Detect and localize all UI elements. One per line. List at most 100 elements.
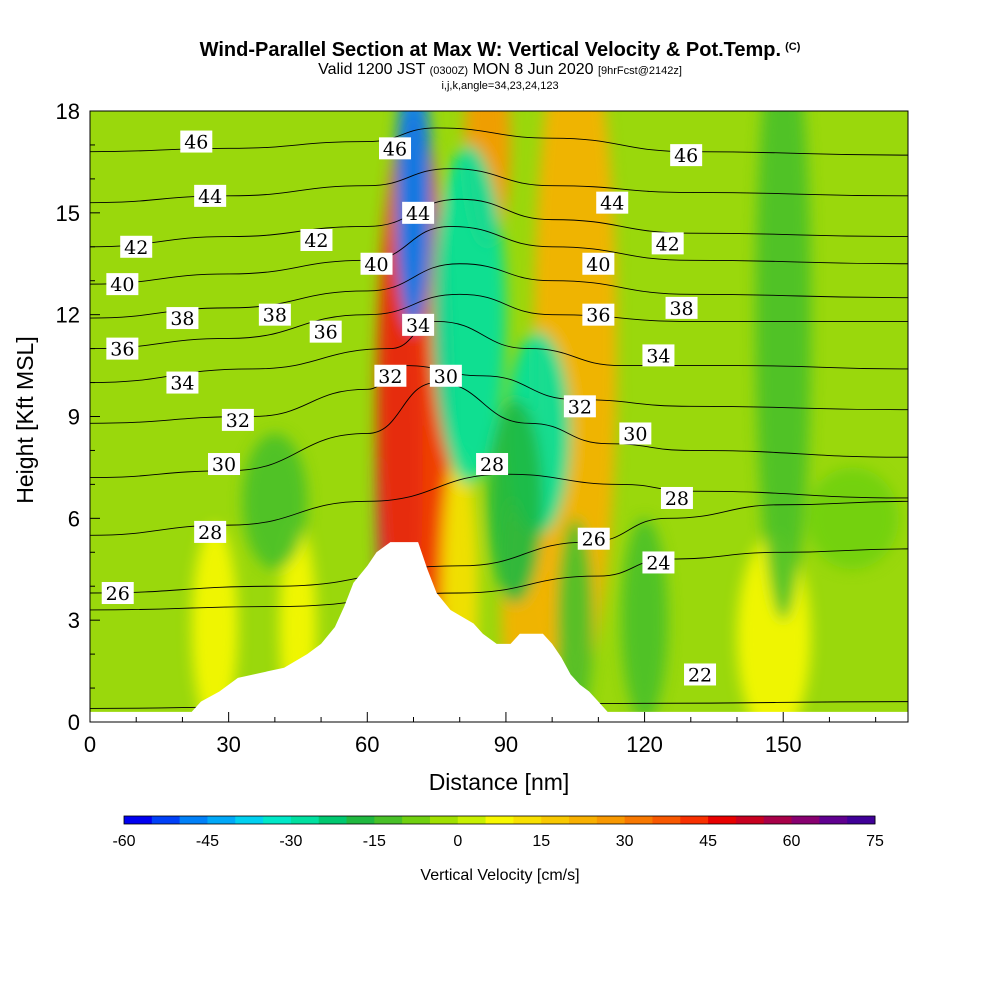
colorbar-swatch	[513, 816, 542, 824]
contour-label: 44	[406, 203, 430, 225]
contour-label-box	[166, 307, 199, 330]
colorbar-tick-label: 75	[866, 833, 884, 850]
velocity-cell	[621, 518, 668, 722]
chart-subtitle: Valid 1200 JST (0300Z) MON 8 Jun 2020 [9…	[318, 61, 682, 78]
contour-labels: 46 44 42 40 38 36 34 32 30 28 26 42 38 36 46 44 40 34 32 30…	[101, 130, 717, 686]
contour-label-box	[619, 422, 652, 445]
y-tick-label: 0	[68, 710, 80, 735]
contour-label-box	[120, 235, 153, 258]
x-tick-label: 60	[355, 732, 379, 757]
colorbar-swatch	[485, 816, 514, 824]
theta-contour-46	[90, 127, 908, 156]
colorbar-swatch	[847, 816, 876, 824]
velocity-cell	[755, 111, 811, 621]
x-tick-label: 150	[765, 732, 802, 757]
y-tick-label: 15	[56, 201, 80, 226]
colorbar-swatch	[429, 816, 459, 824]
y-tick-label: 6	[68, 506, 80, 531]
y-tick-label: 18	[56, 99, 80, 124]
contour-label: 28	[665, 488, 689, 510]
x-axis-title: Distance [nm]	[429, 769, 570, 795]
contour-label: 40	[586, 254, 610, 276]
colorbar-swatch	[763, 816, 793, 824]
contour-label-box	[106, 273, 139, 296]
contour-label-box	[563, 395, 596, 418]
x-axis-ticks: 0 30 60 90 120 150	[84, 712, 877, 757]
contour-label-box	[651, 232, 684, 255]
contour-label-box	[582, 252, 615, 275]
theta-contour-26	[90, 500, 908, 594]
contour-label-box	[194, 184, 227, 207]
contour-label: 46	[383, 138, 407, 160]
contour-label-box	[665, 296, 698, 319]
colorbar-swatch	[318, 816, 348, 824]
theta-contour-44	[90, 168, 908, 204]
velocity-cell	[806, 467, 899, 570]
contour-label-box	[402, 313, 435, 336]
colorbar-swatch	[624, 816, 653, 824]
contour-label-box	[221, 408, 254, 431]
chart-title-block: Wind-Parallel Section at Max W: Vertical…	[0, 36, 1000, 92]
contour-label-box	[642, 551, 675, 574]
contour-label: 40	[364, 254, 388, 276]
theta-contour-40	[90, 225, 908, 285]
contour-label: 24	[646, 552, 670, 574]
contour-label-box	[180, 130, 213, 153]
colorbar-tick-label: -60	[112, 833, 135, 850]
colorbar-tick-label: -15	[363, 833, 386, 850]
contour-label: 36	[110, 339, 134, 361]
colorbar-swatch	[346, 816, 375, 824]
contour-label: 38	[669, 298, 693, 320]
colorbar-tick-label: 0	[453, 833, 462, 850]
contour-label-box	[194, 520, 227, 543]
colorbar-swatch	[402, 816, 431, 824]
chart-params: i,j,k,angle=34,23,24,123	[441, 80, 559, 92]
contour-label-box	[577, 527, 610, 550]
colorbar-swatch	[290, 816, 320, 824]
contour-label: 30	[623, 423, 647, 445]
contour-label: 32	[378, 366, 402, 388]
contour-label: 32	[568, 396, 592, 418]
contour-label: 38	[263, 305, 287, 327]
theta-contour-24	[90, 548, 908, 611]
colorbar-tick-label: -45	[196, 833, 219, 850]
terrain-profile	[90, 542, 908, 722]
contour-label: 42	[656, 233, 680, 255]
contour-label: 36	[314, 322, 338, 344]
contour-label: 32	[226, 410, 250, 432]
contour-label-box	[208, 453, 241, 476]
colorbar-title: Vertical Velocity [cm/s]	[420, 867, 579, 884]
contour-label-box	[106, 337, 139, 360]
contour-label: 22	[688, 664, 712, 686]
colorbar-tick-label: 45	[699, 833, 717, 850]
theta-contour-42	[90, 198, 908, 248]
contour-label-box	[596, 191, 629, 214]
colorbar-swatch	[235, 816, 264, 824]
colorbar-swatch	[735, 816, 765, 824]
colorbar-swatch	[708, 816, 737, 824]
velocity-cell	[242, 433, 308, 570]
velocity-cell	[487, 399, 543, 604]
y-tick-label: 12	[56, 303, 80, 328]
colorbar-swatch	[569, 816, 598, 824]
y-tick-label: 9	[68, 405, 80, 430]
contour-label: 34	[646, 345, 670, 367]
contour-label: 46	[184, 132, 208, 154]
contour-label-box	[684, 663, 717, 686]
contour-label-box	[429, 364, 462, 387]
y-axis-title: Height [Kft MSL]	[12, 336, 38, 503]
contour-label: 34	[170, 373, 194, 395]
colorbar-frame	[123, 815, 876, 825]
contour-label: 30	[434, 366, 458, 388]
vertical-velocity-field	[90, 111, 908, 722]
colorbar-labels: -60 -45 -30 -15 0 15 30 45 60 75	[112, 833, 884, 850]
x-tick-label: 90	[494, 732, 518, 757]
contour-label-box	[402, 201, 435, 224]
colorbar-swatch	[596, 816, 626, 824]
contour-label-box	[309, 320, 342, 343]
velocity-cell	[191, 525, 238, 722]
theta-contour-34	[90, 321, 908, 384]
contour-label: 34	[406, 315, 430, 337]
x-tick-label: 30	[216, 732, 240, 757]
velocity-cell	[395, 111, 432, 332]
